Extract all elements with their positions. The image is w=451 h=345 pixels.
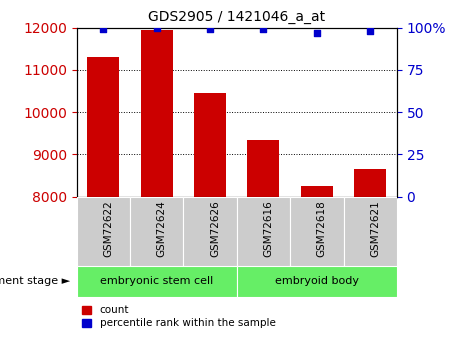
Text: GSM72622: GSM72622 [103, 200, 113, 257]
Bar [354, 169, 386, 197]
Point [100, 27, 107, 32]
Text: GSM72616: GSM72616 [263, 200, 273, 257]
Text: development stage ►: development stage ► [0, 276, 70, 286]
Text: GSM72618: GSM72618 [317, 200, 327, 257]
Point [207, 27, 214, 32]
Text: GSM72624: GSM72624 [156, 200, 167, 257]
Bar [237, 197, 290, 266]
Text: GSM72626: GSM72626 [210, 200, 220, 257]
Bar [344, 197, 397, 266]
Text: embryonic stem cell: embryonic stem cell [100, 276, 213, 286]
Bar [77, 266, 237, 297]
Bar [301, 186, 333, 197]
Bar [87, 57, 120, 197]
Title: GDS2905 / 1421046_a_at: GDS2905 / 1421046_a_at [148, 10, 325, 24]
Text: GSM72621: GSM72621 [370, 200, 380, 257]
Legend: count, percentile rank within the sample: count, percentile rank within the sample [82, 305, 276, 328]
Bar [194, 93, 226, 197]
Point [313, 30, 320, 36]
Bar [237, 266, 397, 297]
Bar [77, 197, 130, 266]
Point [153, 25, 160, 30]
Bar [130, 197, 184, 266]
Point [367, 28, 374, 34]
Point [260, 27, 267, 32]
Bar [141, 30, 173, 197]
Bar [248, 140, 280, 197]
Text: embryoid body: embryoid body [275, 276, 359, 286]
Bar [184, 197, 237, 266]
Bar [290, 197, 344, 266]
